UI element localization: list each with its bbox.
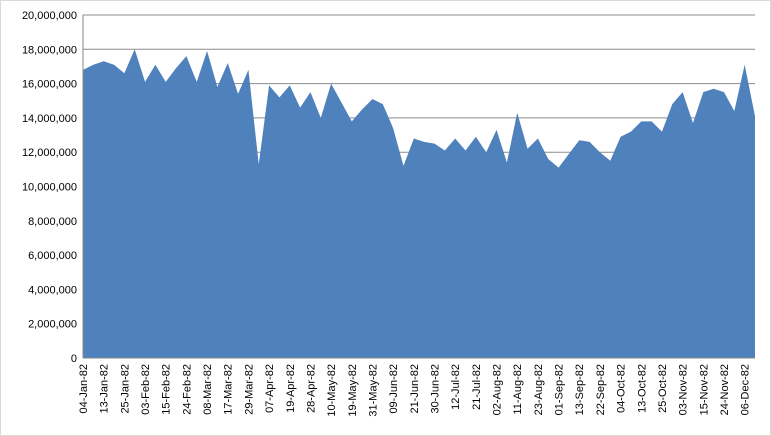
y-tick-label: 0 bbox=[71, 353, 77, 365]
x-tick-label: 25-Oct-82 bbox=[657, 364, 669, 413]
x-tick-label: 02-Aug-82 bbox=[492, 364, 504, 415]
y-tick-label: 8,000,000 bbox=[28, 216, 77, 228]
x-tick-label: 15-Feb-82 bbox=[161, 364, 173, 415]
x-tick-label: 11-Aug-82 bbox=[512, 364, 524, 415]
x-tick-label: 15-Nov-82 bbox=[698, 364, 710, 415]
x-tick-label: 09-Jun-82 bbox=[388, 364, 400, 414]
y-tick-label: 20,000,000 bbox=[22, 10, 77, 22]
x-tick-label: 29-Mar-82 bbox=[243, 364, 255, 415]
x-tick-label: 04-Jan-82 bbox=[78, 364, 90, 414]
x-tick-label: 24-Feb-82 bbox=[181, 364, 193, 415]
y-tick-label: 6,000,000 bbox=[28, 250, 77, 262]
x-tick-label: 30-Jun-82 bbox=[430, 364, 442, 414]
x-tick-label: 12-Jul-82 bbox=[450, 364, 462, 410]
x-tick-label: 13-Jan-82 bbox=[99, 364, 111, 414]
area bbox=[83, 49, 755, 359]
x-tick-label: 10-May-82 bbox=[326, 364, 338, 417]
x-tick-label: 03-Feb-82 bbox=[140, 364, 152, 415]
x-tick-label: 04-Oct-82 bbox=[616, 364, 628, 413]
x-tick-label: 21-Jul-82 bbox=[471, 364, 483, 410]
y-tick-label: 4,000,000 bbox=[28, 284, 77, 296]
x-tick-label: 03-Nov-82 bbox=[678, 364, 690, 415]
y-tick-label: 18,000,000 bbox=[22, 44, 77, 56]
x-tick-label: 17-Mar-82 bbox=[223, 364, 235, 415]
x-tick-label: 31-May-82 bbox=[367, 364, 379, 417]
x-tick-label: 13-Oct-82 bbox=[636, 364, 648, 413]
x-tick-label: 01-Sep-82 bbox=[554, 364, 566, 415]
y-tick-label: 12,000,000 bbox=[22, 147, 77, 159]
x-tick-label: 19-May-82 bbox=[347, 364, 359, 417]
x-tick-label: 28-Apr-82 bbox=[305, 364, 317, 413]
x-tick-label: 25-Jan-82 bbox=[119, 364, 131, 414]
x-tick-label: 13-Sep-82 bbox=[574, 364, 586, 415]
x-tick-label: 08-Mar-82 bbox=[202, 364, 214, 415]
x-tick-label: 06-Dec-82 bbox=[740, 364, 752, 415]
y-tick-label: 10,000,000 bbox=[22, 182, 77, 194]
x-tick-label: 24-Nov-82 bbox=[719, 364, 731, 415]
x-tick-label: 19-Apr-82 bbox=[285, 364, 297, 413]
x-tick-label: 21-Jun-82 bbox=[409, 364, 421, 414]
y-tick-label: 16,000,000 bbox=[22, 79, 77, 91]
y-tick-label: 2,000,000 bbox=[28, 319, 77, 331]
x-tick-label: 07-Apr-82 bbox=[264, 364, 276, 413]
x-tick-label: 23-Aug-82 bbox=[533, 364, 545, 415]
x-tick-label: 22-Sep-82 bbox=[595, 364, 607, 415]
y-tick-label: 14,000,000 bbox=[22, 113, 77, 125]
